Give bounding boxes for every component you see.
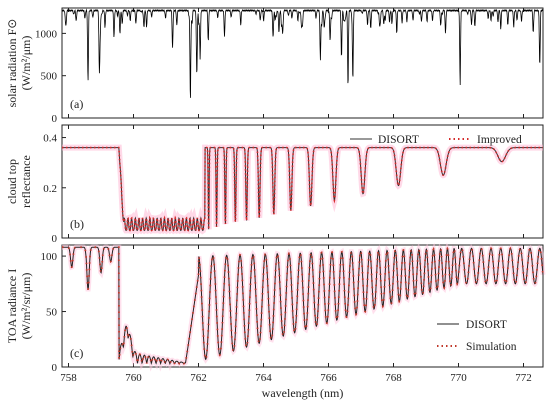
y-tick-label: 100 [41, 251, 58, 263]
x-tick-label: 764 [255, 372, 272, 384]
y-axis-unit: (W/m²/μm) [19, 36, 33, 91]
plot-frame [61, 7, 544, 119]
panel-c: 0 50 100 (c) TOA radiance I (W/m²/sr/μm) DISOR… [5, 242, 546, 374]
y-axis-unit: (W/m²/sr/μm) [19, 273, 33, 340]
y-axis-title: solar radiation F⊙ [5, 19, 19, 108]
y-tick-label: 0 [52, 362, 58, 374]
x-tick-label: 758 [60, 372, 77, 384]
series-solar-line [61, 8, 544, 98]
x-axis: 758 760 762 764 766 768 770 772 wavelength (nm) [60, 372, 532, 400]
legend-disort-label: DISORT [378, 134, 419, 146]
legend-simulation-label: Simulation [466, 341, 517, 353]
x-tick-label: 762 [190, 372, 207, 384]
y-axis-unit: reflectance [19, 155, 33, 208]
legend-improved-label: Improved [477, 134, 522, 146]
x-axis-title: wavelength (nm) [262, 386, 344, 400]
y-tick-label: 0 [52, 233, 58, 245]
x-tick-label: 770 [450, 372, 467, 384]
y-tick-label: 0.4 [43, 133, 57, 145]
y-tick-label: 0.2 [43, 183, 57, 195]
x-tick-label: 766 [320, 372, 337, 384]
y-tick-label: 0 [52, 113, 58, 125]
panel-a: 0 500 1000 (a) solar radiation F⊙ (W/m²/μm) [5, 7, 544, 125]
y-axis-title: cloud top [5, 159, 19, 204]
panel-b: 0 0.2 0.4 (b) cloud top reflectance DISORT Impr… [5, 124, 544, 245]
plot-frame [61, 244, 544, 368]
x-tick-label: 760 [125, 372, 142, 384]
panel-label: (a) [70, 97, 83, 111]
series-halo [62, 144, 543, 235]
x-tick-label: 772 [515, 372, 532, 384]
x-tick-label: 768 [385, 372, 402, 384]
y-tick-label: 500 [41, 71, 58, 83]
panel-label: (b) [70, 217, 84, 231]
y-axis-title: TOA radiance I [5, 269, 19, 343]
legend-disort-label: DISORT [466, 319, 507, 331]
y-tick-label: 1000 [35, 28, 58, 40]
y-tick-label: 50 [46, 307, 58, 319]
panel-label: (c) [70, 346, 83, 360]
legend: DISORT Improved [350, 134, 522, 146]
series-improved-line [62, 146, 543, 232]
legend: DISORT Simulation [437, 319, 517, 353]
series-simulation-line [62, 246, 544, 367]
plot-frame [61, 124, 544, 239]
